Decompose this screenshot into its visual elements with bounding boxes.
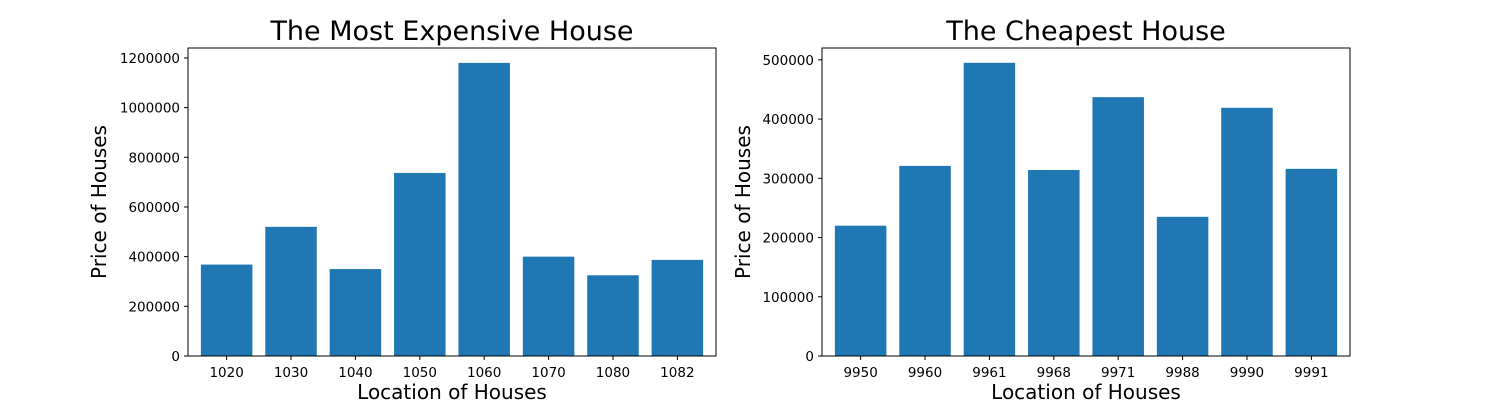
- bar-9990: [1221, 107, 1273, 356]
- x-tick-label: 9950: [843, 365, 877, 381]
- bar-1070: [522, 256, 575, 356]
- axes-frame: [187, 47, 717, 357]
- bar-9968: [1028, 170, 1080, 356]
- bar-1082: [651, 259, 704, 356]
- x-tick-label: 1082: [660, 365, 694, 381]
- bar-9991: [1285, 168, 1338, 356]
- y-tick-label: 200000: [128, 299, 180, 315]
- bar-9961: [963, 62, 1016, 357]
- bar-1080: [587, 275, 639, 356]
- x-tick-label: 9960: [908, 365, 942, 381]
- x-tick-label: 9990: [1230, 365, 1264, 381]
- y-tick-label: 500000: [762, 53, 814, 69]
- bar-1050: [394, 172, 446, 356]
- bar-9950: [834, 225, 887, 356]
- y-tick-label: 100000: [762, 290, 814, 306]
- chart-title: The Most Expensive House: [269, 16, 633, 47]
- y-tick-label: 300000: [762, 171, 814, 187]
- x-tick-label: 1030: [274, 365, 308, 381]
- x-tick-label: 9961: [972, 365, 1006, 381]
- x-tick-label: 1060: [467, 365, 501, 381]
- y-tick-label: 400000: [128, 250, 180, 266]
- x-tick-label: 9991: [1294, 365, 1328, 381]
- y-tick-label: 0: [171, 349, 180, 365]
- x-tick-label: 9988: [1165, 365, 1199, 381]
- bar-9971: [1092, 97, 1144, 356]
- x-tick-label: 1040: [338, 365, 372, 381]
- y-tick-label: 800000: [128, 150, 180, 166]
- x-tick-label: 9971: [1101, 365, 1135, 381]
- x-tick-label: 1050: [403, 365, 437, 381]
- chart-panel-most-expensive: The Most Expensive House Location of Hou…: [87, 16, 717, 400]
- bar-9988: [1156, 216, 1209, 356]
- bar-1030: [265, 226, 317, 356]
- y-axis-label: Price of Houses: [87, 125, 111, 279]
- x-tick-label: 9968: [1037, 365, 1071, 381]
- y-tick-label: 400000: [762, 112, 814, 128]
- axes-frame: [821, 47, 1351, 357]
- bar-9960: [899, 165, 951, 356]
- y-tick-label: 1200000: [120, 51, 180, 67]
- bar-1060: [458, 62, 510, 357]
- x-axis-label: Location of Houses: [991, 380, 1181, 400]
- bar-1040: [329, 269, 382, 356]
- y-axis-label: Price of Houses: [731, 125, 755, 279]
- y-tick-label: 0: [805, 349, 814, 365]
- y-tick-label: 600000: [128, 200, 180, 216]
- chart-title: The Cheapest House: [945, 16, 1226, 47]
- chart-panel-cheapest: The Cheapest House Location of Houses Pr…: [731, 16, 1351, 400]
- x-tick-label: 1080: [596, 365, 630, 381]
- y-tick-label: 200000: [762, 231, 814, 247]
- x-axis-label: Location of Houses: [357, 380, 547, 400]
- x-tick-label: 1070: [531, 365, 565, 381]
- bar-1020: [200, 264, 253, 356]
- y-tick-label: 1000000: [120, 101, 180, 117]
- x-tick-label: 1020: [209, 365, 243, 381]
